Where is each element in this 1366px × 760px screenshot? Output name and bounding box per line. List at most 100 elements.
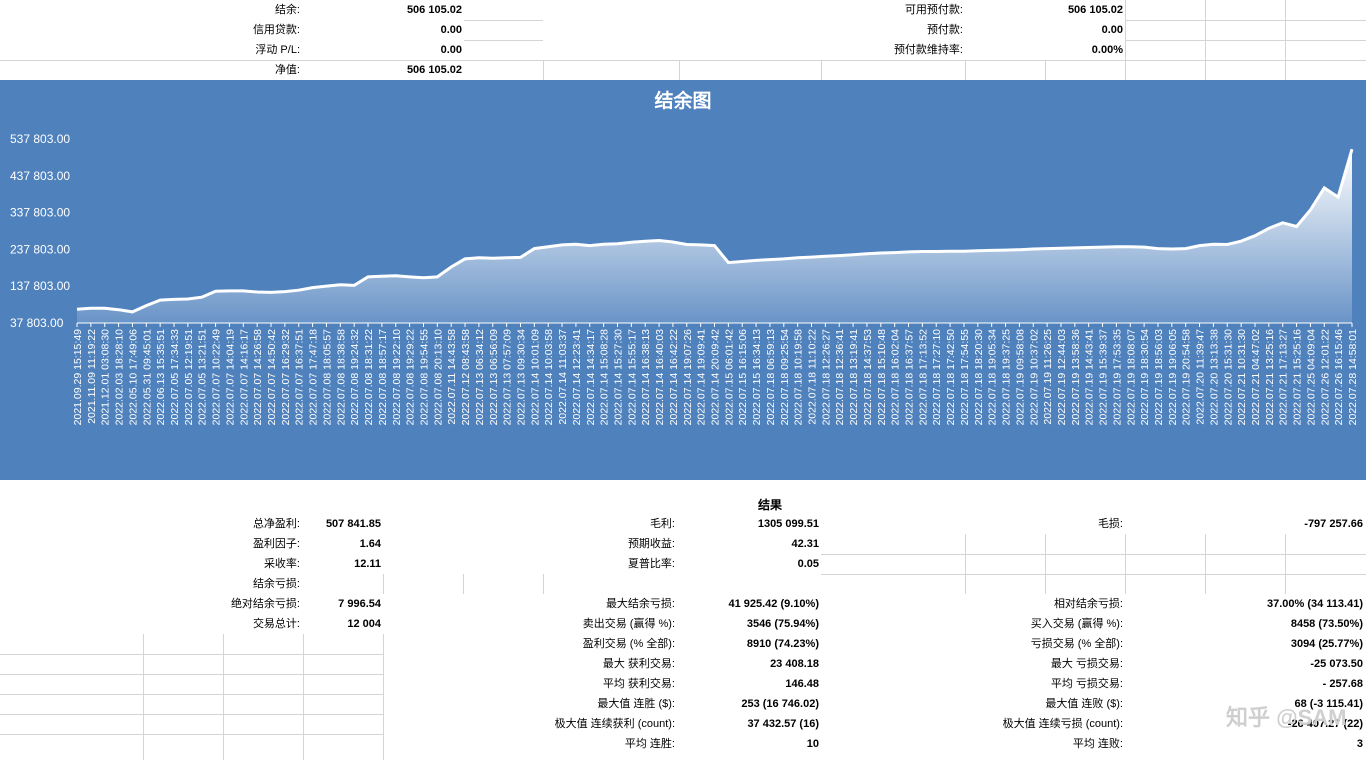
x-tick-label: 2022.07.05 13:21:51 xyxy=(197,329,209,426)
x-tick-label: 2022.07.18 13:19:41 xyxy=(848,329,860,426)
max-consec-profit-value: 37 432.57 (16) xyxy=(747,718,819,730)
sharpe-value: 0.05 xyxy=(797,558,819,570)
x-tick-label: 2022.07.08 19:29:22 xyxy=(405,329,417,426)
x-tick-label: 2022.02.03 18:28:10 xyxy=(114,329,126,426)
balance-area xyxy=(77,149,1352,323)
x-tick-label: 2022.07.18 17:27:10 xyxy=(931,329,943,426)
x-tick-label: 2022.07.08 20:13:10 xyxy=(432,329,444,426)
grid-line xyxy=(543,574,544,594)
x-tick-label: 2022.07.07 16:37:51 xyxy=(294,329,306,426)
x-tick-label: 2022.07.15 06:01:42 xyxy=(723,329,735,426)
grid-line xyxy=(1125,534,1126,594)
x-tick-label: 2022.07.05 17:34:33 xyxy=(169,329,181,426)
x-tick-label: 2022.07.18 16:02:04 xyxy=(890,329,902,426)
balance-chart: 结余图 537 803.00 437 803.00 337 803.00 237 80… xyxy=(0,80,1366,480)
grid-line xyxy=(383,574,384,594)
expected-payoff-value: 42.31 xyxy=(791,538,819,550)
largest-profit-value: 23 408.18 xyxy=(770,658,819,670)
x-tick-label: 2022.07.18 06:59:13 xyxy=(765,329,777,426)
x-tick-label: 2022.07.19 18:30:54 xyxy=(1139,329,1151,426)
gross-profit-label: 毛利: xyxy=(649,518,675,530)
floating-pl-value: 0.00 xyxy=(440,44,462,56)
x-tick-label: 2022.07.28 14:58:01 xyxy=(1347,329,1359,426)
grid-line xyxy=(1045,60,1046,80)
avg-consec-losses-value: 3 xyxy=(1356,738,1363,750)
grid-line xyxy=(1125,0,1126,80)
x-tick-label: 2022.07.14 15:55:17 xyxy=(626,329,638,426)
abs-dd-value: 7 996.54 xyxy=(338,598,381,610)
short-trades-value: 3546 (75.94%) xyxy=(746,618,819,630)
max-consec-profit-label: 极大值 连续获利 (count): xyxy=(554,718,675,730)
grid-line xyxy=(1205,534,1206,594)
floating-pl-label: 浮动 P/L: xyxy=(255,44,300,56)
grid-line xyxy=(1045,534,1046,594)
recovery-label: 采收率: xyxy=(263,558,300,570)
y-axis: 537 803.00 437 803.00 337 803.00 237 803.00… xyxy=(10,132,70,330)
margin-label: 预付款: xyxy=(926,24,963,36)
grid-line xyxy=(0,60,1366,61)
margin-value: 0.00 xyxy=(1101,24,1123,36)
x-tick-label: 2022.07.19 18:08:07 xyxy=(1125,329,1137,426)
total-trades-value: 12 004 xyxy=(347,618,381,630)
profit-factor-value: 1.64 xyxy=(359,538,381,550)
x-tick-label: 2022.07.13 07:57:09 xyxy=(502,329,514,426)
balance-label: 结余: xyxy=(274,4,300,16)
equity-value: 506 105.02 xyxy=(406,64,462,76)
largest-loss-label: 最大 亏损交易: xyxy=(1050,658,1123,670)
x-tick-label: 2022.07.07 16:29:32 xyxy=(280,329,292,426)
recovery-value: 12.11 xyxy=(354,558,381,570)
x-tick-label: 2022.07.19 17:53:35 xyxy=(1111,329,1123,426)
avg-consec-wins-value: 10 xyxy=(806,738,819,750)
x-tick-label: 2022.07.18 14:37:53 xyxy=(862,329,874,426)
equity-label: 净值: xyxy=(274,64,300,76)
y-tick-label: 137 803.00 xyxy=(10,279,70,293)
x-tick-label: 2022.07.13 06:56:09 xyxy=(488,329,500,426)
grid-line xyxy=(0,734,383,735)
x-tick-label: 2022.07.20 15:31:30 xyxy=(1222,329,1234,426)
net-profit-value: 507 841.85 xyxy=(325,518,381,530)
x-tick-label: 2022.07.12 08:43:58 xyxy=(460,329,472,426)
results-title: 结果 xyxy=(757,498,782,512)
grid-line xyxy=(0,654,383,655)
avg-consec-wins-label: 平均 连胜: xyxy=(624,738,675,750)
x-tick-label: 2022.07.14 16:38:13 xyxy=(640,329,652,426)
x-tick-label: 2022.07.21 17:13:27 xyxy=(1278,329,1290,426)
x-tick-label: 2022.05.10 17:49:06 xyxy=(127,329,139,426)
x-tick-label: 2022.07.08 19:54:55 xyxy=(418,329,430,426)
largest-profit-label: 最大 获利交易: xyxy=(602,658,675,670)
x-tick-label: 2022.06.13 15:35:51 xyxy=(155,329,167,426)
x-tick-label: 2022.07.19 20:54:58 xyxy=(1181,329,1193,426)
grid-line xyxy=(543,60,544,80)
max-consec-wins-value: 253 (16 746.02) xyxy=(741,698,819,710)
x-tick-label: 2022.07.07 14:50:42 xyxy=(266,329,278,426)
x-tick-label: 2022.07.07 14:26:58 xyxy=(252,329,264,426)
net-profit-label: 总净盈利: xyxy=(252,518,300,530)
x-tick-label: 2022.07.19 09:58:08 xyxy=(1014,329,1026,426)
x-tick-label: 2022.07.14 15:27:30 xyxy=(612,329,624,426)
grid-line xyxy=(0,714,383,715)
y-tick-label: 37 803.00 xyxy=(10,316,64,330)
x-tick-label: 2022.07.14 14:34:17 xyxy=(585,329,597,426)
loss-trades-label: 亏损交易 (% 全部): xyxy=(1030,638,1123,650)
x-tick-label: 2022.07.14 11:03:37 xyxy=(557,329,569,425)
avg-profit-label: 平均 获利交易: xyxy=(602,678,675,690)
x-tick-label: 2022.07.08 18:05:57 xyxy=(321,329,333,426)
abs-dd-label: 绝对结余亏损: xyxy=(230,598,300,610)
x-tick-label: 2022.07.26 12:01:22 xyxy=(1319,329,1331,426)
avg-loss-label: 平均 亏损交易: xyxy=(1050,678,1123,690)
x-tick-label: 2022.07.20 13:13:38 xyxy=(1208,329,1220,426)
grid-line xyxy=(965,60,966,80)
expected-payoff-label: 预期收益: xyxy=(627,538,675,550)
gross-profit-value: 1305 099.51 xyxy=(757,518,819,530)
grid-line xyxy=(383,634,384,760)
x-tick-label: 2022.07.14 15:08:28 xyxy=(599,329,611,426)
max-consec-wins-label: 最大值 连胜 ($): xyxy=(597,698,675,710)
max-consec-loss-value: -26 407.27 (22) xyxy=(1287,718,1363,730)
x-tick-label: 2022.07.11 14:43:58 xyxy=(446,329,458,425)
x-tick-label: 2022.07.19 14:43:41 xyxy=(1084,329,1096,426)
x-tick-label: 2022.07.21 15:25:16 xyxy=(1292,329,1304,426)
gross-loss-label: 毛损: xyxy=(1097,518,1123,530)
x-tick-label: 2022.07.25 04:09:04 xyxy=(1305,329,1317,426)
x-tick-label: 2022.07.15 16:15:06 xyxy=(737,329,749,426)
grid-line xyxy=(464,40,543,41)
